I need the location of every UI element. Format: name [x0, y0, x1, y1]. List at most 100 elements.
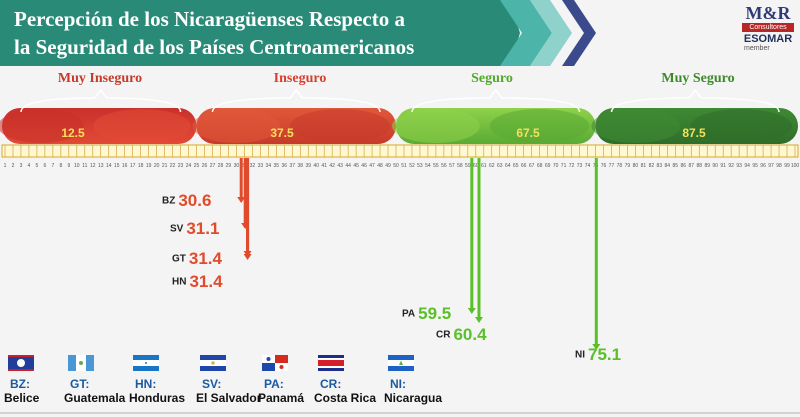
- ruler-tick-label: 43: [337, 163, 343, 169]
- ruler-tick-label: 25: [194, 163, 200, 169]
- category-label-muy-seguro: Muy Seguro: [661, 71, 735, 86]
- ruler: [1, 144, 799, 158]
- country-value-bz: BZ 30.6: [162, 191, 211, 211]
- legend-item-ni: NI: Nicaragua: [384, 355, 464, 405]
- ruler-tick-label: 66: [521, 163, 527, 169]
- banner-arrows: [500, 0, 596, 66]
- ruler-tick-label: 6: [44, 163, 47, 169]
- logo-member: member: [744, 45, 770, 52]
- ruler-tick-label: 18: [138, 163, 144, 169]
- ruler-tick-label: 83: [657, 163, 663, 169]
- ruler-tick-label: 80: [633, 163, 639, 169]
- legend-code-cr: CR:: [320, 377, 342, 391]
- company-logo: M&R Consultores ESOMAR member: [738, 4, 798, 52]
- ruler-tick-label: 19: [146, 163, 152, 169]
- legend-name-bz: Belice: [4, 391, 40, 405]
- ruler-tick-label: 9: [67, 163, 70, 169]
- ruler-tick-label: 48: [377, 163, 383, 169]
- category-brace: [211, 88, 381, 113]
- ruler-tick-label: 64: [505, 163, 511, 169]
- ruler-tick-label: 29: [226, 163, 232, 169]
- ruler-tick-label: 73: [577, 163, 583, 169]
- ruler-tick-label: 98: [776, 163, 782, 169]
- legend-code-sv: SV:: [202, 377, 222, 391]
- category-label-seguro: Seguro: [471, 71, 513, 86]
- ruler-tick-label: 59: [465, 163, 471, 169]
- ruler-tick-label: 72: [569, 163, 575, 169]
- title-line-2: la Seguridad de los Países Centroamerica…: [14, 35, 415, 59]
- legend-name-sv: El Salvador: [196, 391, 262, 405]
- segment-bubble: [392, 109, 480, 143]
- ruler-tick-label: 42: [329, 163, 335, 169]
- ruler-tick-label: 46: [361, 163, 367, 169]
- category-label-muy-inseguro: Muy Inseguro: [57, 71, 143, 86]
- title-line-1: Percepción de los Nicaragüenses Respecto…: [14, 7, 405, 31]
- legend-item-sv: SV: El Salvador: [196, 355, 276, 405]
- ruler-tick-label: 85: [673, 163, 679, 169]
- ruler-tick-label: 22: [170, 163, 176, 169]
- ruler-tick-label: 71: [561, 163, 567, 169]
- ruler-tick-label: 35: [274, 163, 280, 169]
- country-value-pa: PA 59.5: [402, 304, 451, 324]
- country-code-hn: HN: [172, 276, 187, 288]
- nicaragua-flag-icon: [388, 355, 414, 371]
- ruler-tick-label: 7: [51, 163, 54, 169]
- ruler-tick-label: 86: [681, 163, 687, 169]
- ruler-tick-label: 68: [537, 163, 543, 169]
- country-code-ni: NI: [575, 349, 585, 361]
- ruler-tick-label: 49: [385, 163, 391, 169]
- ruler-tick-label: 88: [696, 163, 702, 169]
- logo-brand: M&R: [745, 3, 791, 23]
- ruler-tick-label: 47: [369, 163, 375, 169]
- ruler-tick-label: 37: [289, 163, 295, 169]
- ruler-tick-label: 34: [266, 163, 272, 169]
- legend-item-hn: HN: Honduras: [129, 355, 209, 405]
- ruler-tick-label: 87: [688, 163, 694, 169]
- elsalvador-flag-icon: [200, 355, 226, 371]
- ruler-tick-label: 92: [728, 163, 734, 169]
- segment-bubble: [290, 109, 391, 143]
- ruler-tick-label: 55: [433, 163, 439, 169]
- ruler-tick-label: 1: [4, 163, 7, 169]
- ruler-tick-label: 16: [122, 163, 128, 169]
- country-arrowhead-pa: [467, 308, 476, 314]
- country-value-sv: SV 31.1: [170, 219, 219, 239]
- category-brace: [20, 88, 182, 113]
- ruler-tick-label: 76: [601, 163, 607, 169]
- legend-name-hn: Honduras: [129, 391, 186, 405]
- legend-code-bz: BZ:: [10, 377, 30, 391]
- ruler-tick-label: 3: [20, 163, 23, 169]
- country-code-sv: SV: [170, 223, 184, 235]
- guatemala-flag-icon: [68, 355, 94, 371]
- ruler-tick-label: 60: [473, 163, 479, 169]
- ruler-tick-label: 79: [625, 163, 631, 169]
- ruler-tick-label: 26: [202, 163, 208, 169]
- ruler-tick-label: 99: [784, 163, 790, 169]
- ruler-tick-label: 52: [409, 163, 415, 169]
- costarica-flag-icon: [318, 355, 344, 371]
- legend-code-pa: PA:: [264, 377, 284, 391]
- ruler-tick-label: 5: [36, 163, 39, 169]
- ruler-tick-label: 27: [210, 163, 216, 169]
- legend-item-cr: CR: Costa Rica: [314, 355, 394, 405]
- segment-bubble: [0, 109, 84, 143]
- ruler-tick-label: 28: [218, 163, 224, 169]
- legend-code-gt: GT:: [70, 377, 90, 391]
- ruler-tick-label: 33: [258, 163, 264, 169]
- ruler-tick-label: 54: [425, 163, 431, 169]
- ruler-tick-label: 14: [106, 163, 112, 169]
- segment-bubble: [591, 109, 681, 143]
- legend-item-gt: GT: Guatemala: [64, 355, 144, 405]
- country-value-ni: NI 75.1: [575, 345, 621, 365]
- logo-subtitle: Consultores: [742, 23, 794, 32]
- ruler-tick-label: 100: [791, 163, 800, 169]
- ruler-tick-label: 50: [393, 163, 399, 169]
- ruler-tick-label: 15: [114, 163, 120, 169]
- midpoint-label-87: 87.5: [682, 126, 706, 140]
- legend-item-pa: PA: Panamá: [258, 355, 338, 405]
- country-code-cr: CR: [436, 329, 451, 341]
- ruler-tick-label: 11: [82, 163, 87, 169]
- ruler-tick-label: 95: [752, 163, 758, 169]
- ruler-tick-label: 13: [98, 163, 104, 169]
